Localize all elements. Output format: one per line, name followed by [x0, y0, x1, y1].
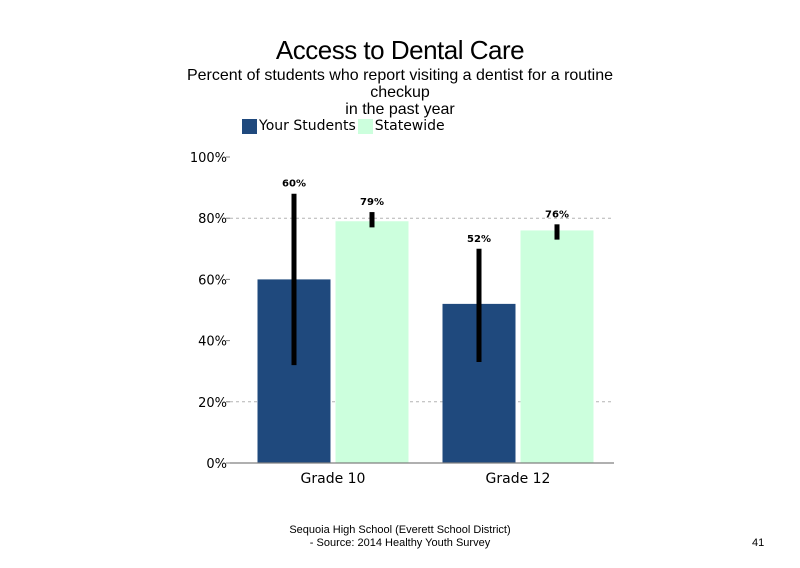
subtitle-line: checkup — [370, 84, 430, 101]
y-tick-label: 80% — [198, 212, 227, 227]
footer-line: Sequoia High School (Everett School Dist… — [289, 524, 511, 536]
y-tick-label: 40% — [198, 335, 227, 350]
y-tick-label: 60% — [198, 273, 227, 288]
legend-item-statewide: Statewide — [357, 118, 445, 134]
legend-item-your-students: Your Students — [242, 118, 356, 134]
legend: Your Students Statewide — [242, 118, 447, 134]
chart-title: Access to Dental Care — [275, 35, 525, 65]
y-tick-label: 100% — [190, 151, 227, 166]
data-label: 60% — [282, 179, 306, 190]
y-tick-label: 20% — [198, 396, 227, 411]
legend-swatch-your-students — [242, 118, 257, 134]
chart-subtitle: Percent of students who report visiting … — [165, 67, 635, 118]
x-tick-label: Grade 10 — [301, 471, 366, 487]
data-label: 76% — [545, 209, 569, 220]
subtitle-line: in the past year — [345, 101, 455, 118]
data-label: 79% — [360, 197, 384, 208]
legend-label: Your Students — [259, 118, 356, 134]
x-tick-label: Grade 12 — [486, 471, 551, 487]
data-label: 52% — [467, 234, 491, 245]
footer-line: - Source: 2014 Healthy Youth Survey — [309, 537, 491, 549]
legend-label: Statewide — [374, 118, 445, 134]
legend-swatch-statewide — [357, 118, 373, 134]
bar-statewide — [335, 221, 409, 463]
y-tick-label: 0% — [206, 457, 227, 472]
page-number: 41 — [752, 537, 765, 549]
subtitle-line: Percent of students who report visiting … — [186, 67, 613, 84]
footer-source: Sequoia High School (Everett School Dist… — [200, 524, 600, 550]
bar-statewide — [520, 230, 594, 463]
